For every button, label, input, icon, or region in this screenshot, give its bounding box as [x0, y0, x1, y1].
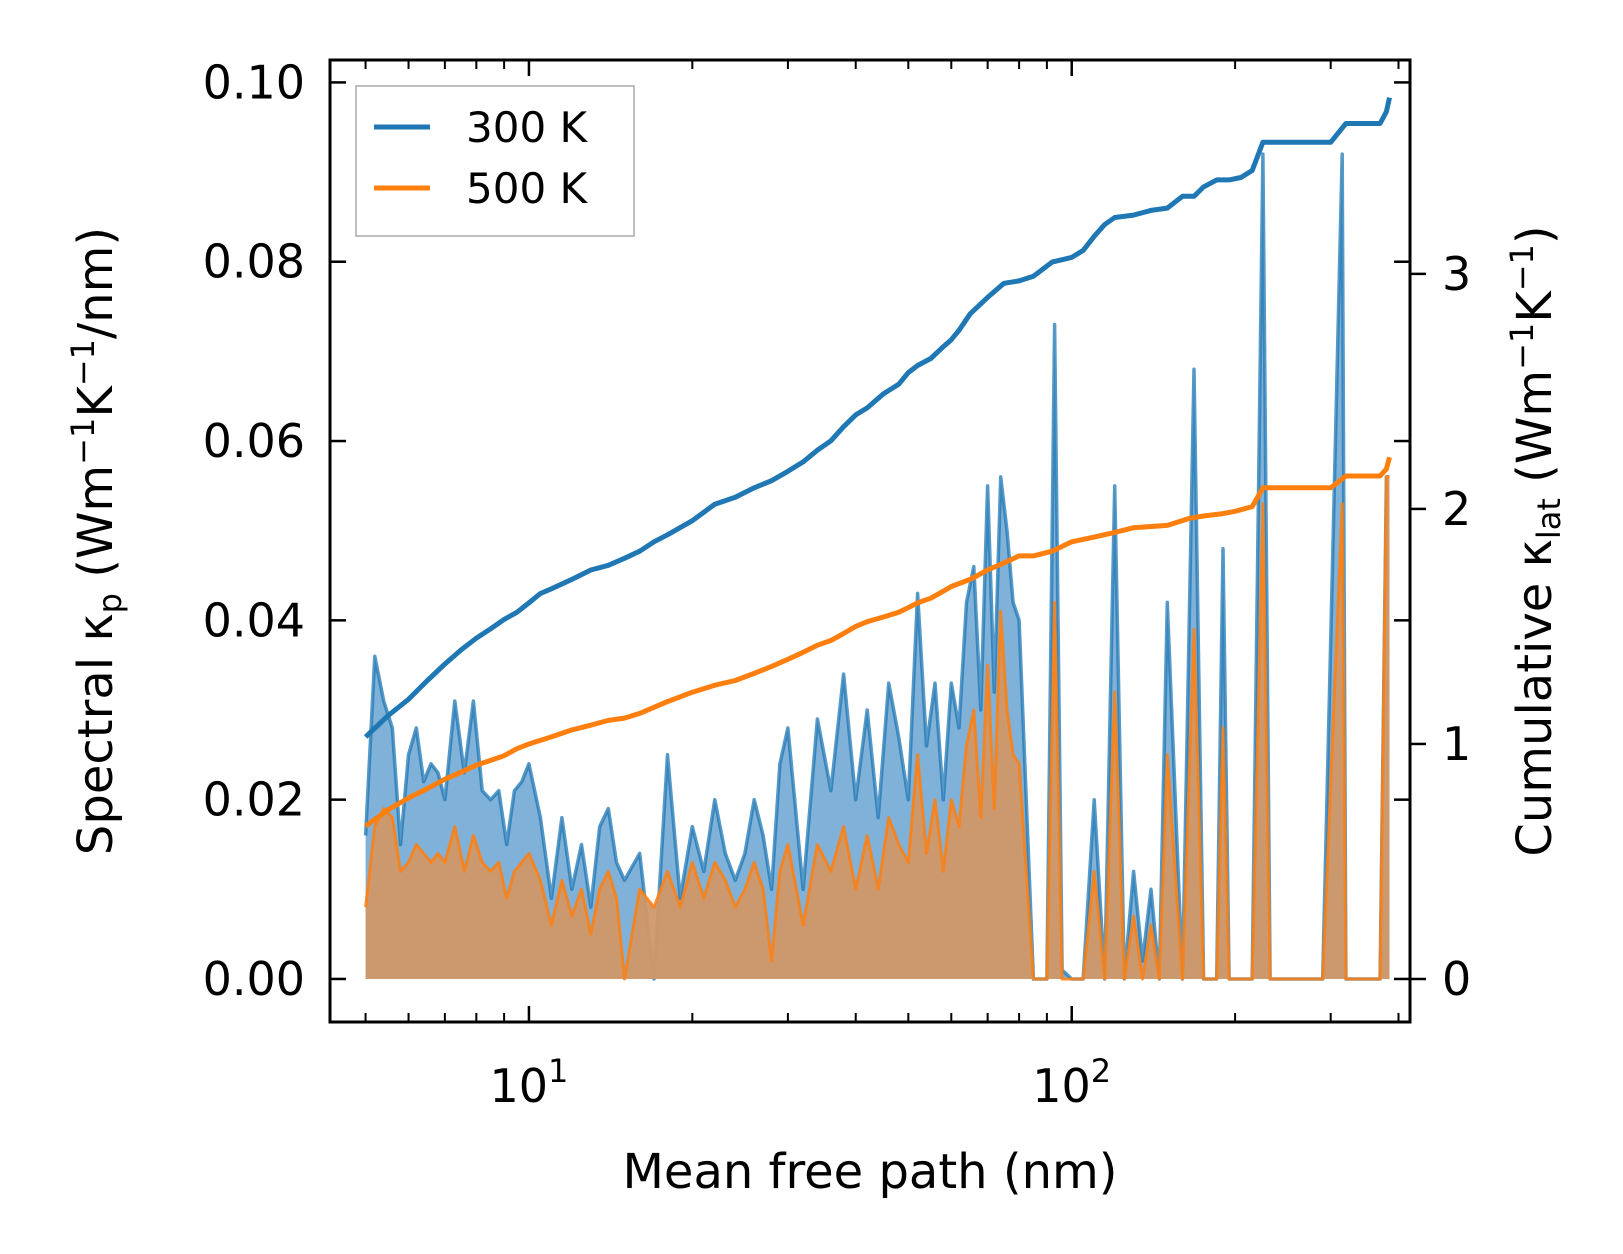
y-right-tick-label: 0 — [1442, 952, 1471, 1006]
y-right-tick-label: 2 — [1442, 482, 1471, 536]
y-right-tick-label: 3 — [1442, 247, 1471, 301]
y-left-tick-label: 0.10 — [203, 55, 305, 109]
y-right-tick-label: 1 — [1442, 717, 1471, 771]
y-left-tick-label: 0.08 — [203, 235, 305, 289]
y-right-title-end: ) — [1507, 225, 1563, 244]
y-left-title-suffix: (Wm — [68, 465, 124, 593]
x-tick-label-exp: 2 — [1091, 1052, 1111, 1090]
y-left-tick-label: 0.04 — [203, 593, 305, 647]
y-right-title-sub: lat — [1530, 498, 1568, 539]
legend-box — [355, 85, 635, 237]
y-left-title-end: /nm) — [68, 227, 124, 339]
y-right-title-suffix: (Wm — [1507, 370, 1563, 498]
x-tick-label-base: 10 — [489, 1059, 548, 1113]
y-right-title-mid: K — [1507, 290, 1563, 323]
data-layer — [363, 97, 1392, 981]
cumulative-line-300k — [363, 97, 1392, 739]
y-right-title-exp2: −1 — [1503, 244, 1541, 291]
plot-frame — [328, 58, 1412, 1024]
y-right-title-exp1: −1 — [1503, 323, 1541, 370]
y-axis-left-title: Spectral κp (Wm−1K−1/nm) — [64, 227, 129, 855]
x-tick-label: 101 — [489, 1052, 568, 1113]
y-right-title-prefix: Cumulative κ — [1507, 539, 1563, 857]
y-left-tick-label: 0.02 — [203, 773, 305, 827]
x-tick-label-exp: 1 — [548, 1052, 568, 1090]
legend: 300 K 500 K — [355, 85, 635, 237]
cumulative-line-500k — [364, 456, 1392, 829]
x-tick-label-base: 10 — [1032, 1059, 1091, 1113]
y-left-tick-label: 0.00 — [203, 952, 305, 1006]
y-left-tick-label: 0.06 — [203, 414, 305, 468]
y-left-title-exp2: −1 — [64, 339, 102, 386]
spectral-500k-line — [364, 475, 1390, 981]
x-tick-label: 102 — [1032, 1052, 1111, 1113]
spectral-300k-line — [363, 152, 1390, 981]
spectral-500k-area — [365, 476, 1390, 979]
y-left-title-prefix: Spectral κ — [68, 613, 124, 855]
y-left-title-mid: K — [68, 385, 124, 418]
y-axis-right-title: Cumulative κlat (Wm−1K−1) — [1503, 225, 1568, 856]
y-left-title-exp1: −1 — [64, 418, 102, 465]
legend-label-500k: 500 K — [466, 164, 589, 213]
legend-label-300k: 300 K — [466, 103, 589, 152]
y-left-title-sub: p — [91, 593, 129, 613]
x-axis-title: Mean free path (nm) — [623, 1144, 1118, 1200]
